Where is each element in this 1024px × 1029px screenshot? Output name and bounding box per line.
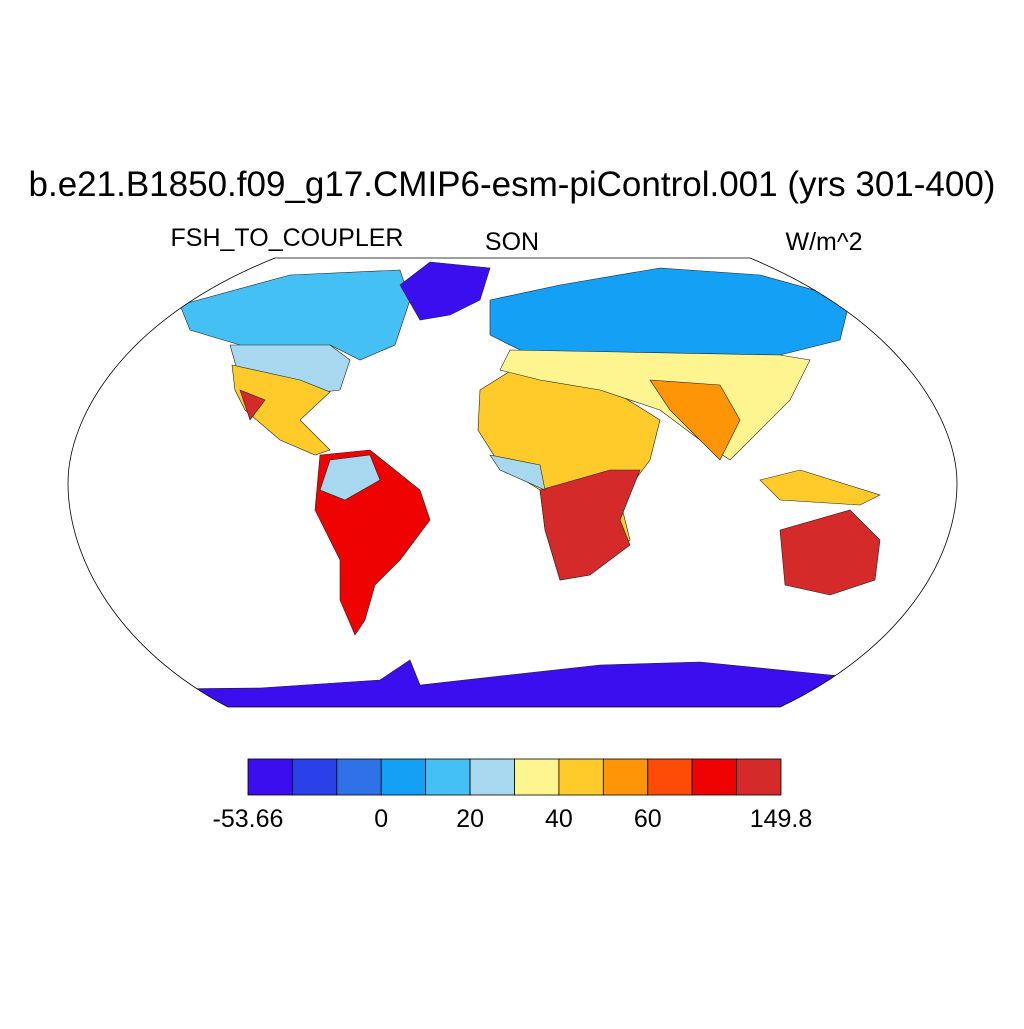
colorbar-box [691, 758, 737, 796]
units: W/m^2 [785, 228, 862, 256]
colorbar-label: -53.66 [213, 805, 284, 833]
colorbar-label: 40 [545, 805, 573, 833]
colorbar-box [558, 758, 604, 796]
map [68, 261, 957, 707]
colorbar-box [647, 758, 693, 796]
map-outline [67, 257, 958, 708]
season: SON [485, 228, 539, 256]
colorbar-label: 149.8 [750, 805, 813, 833]
colorbar-box [514, 758, 560, 796]
colorbar-label: 60 [634, 805, 662, 833]
title: b.e21.B1850.f09_g17.CMIP6-esm-piControl.… [29, 165, 996, 204]
colorbar-box [292, 758, 338, 796]
colorbar-box [247, 758, 293, 796]
colorbar-box [469, 758, 515, 796]
variable-name: FSH_TO_COUPLER [171, 224, 404, 252]
colorbar-box [380, 758, 427, 796]
colorbar-box [336, 758, 382, 796]
colorbar-label: 0 [374, 805, 388, 833]
colorbar-box [736, 758, 782, 796]
colorbar-box [602, 758, 649, 796]
colorbar-label: 20 [456, 805, 484, 833]
colorbar-box [425, 758, 471, 796]
colorbar: -53.66 0 20 40 60 149.8 [213, 758, 813, 833]
